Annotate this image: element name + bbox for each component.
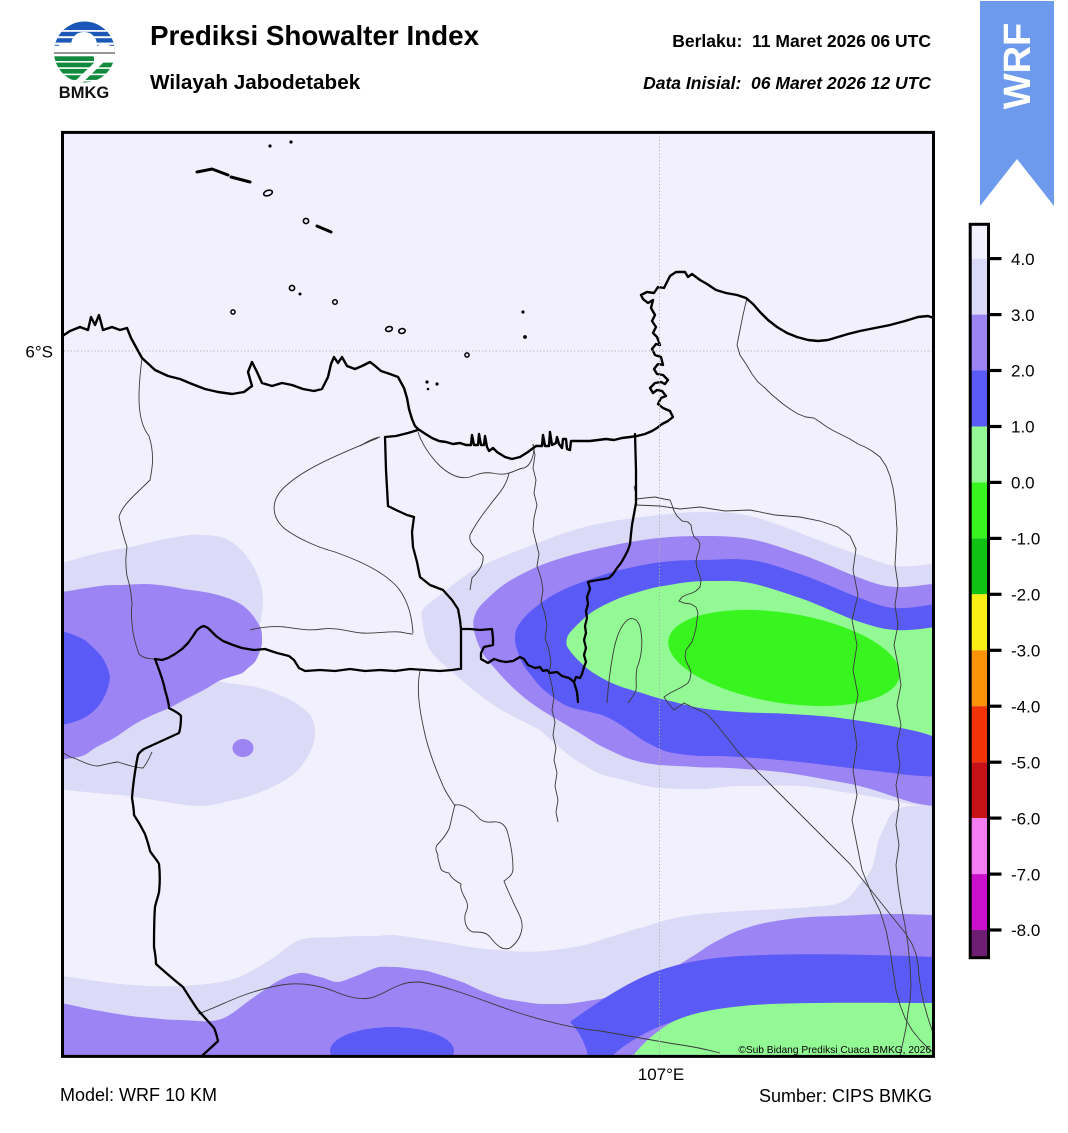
svg-text:Data Inisial: 06 Maret 2026 1: Data Inisial: 06 Maret 2026 12 UTC [643, 73, 931, 93]
svg-text:-5.0: -5.0 [1011, 753, 1040, 772]
svg-text:Wilayah Jabodetabek: Wilayah Jabodetabek [150, 71, 361, 94]
svg-text:-7.0: -7.0 [1011, 865, 1040, 884]
svg-text:6°S: 6°S [25, 343, 53, 362]
svg-text:1.0: 1.0 [1011, 418, 1035, 437]
svg-text:-3.0: -3.0 [1011, 642, 1040, 661]
svg-text:BMKG: BMKG [59, 84, 109, 102]
svg-text:0.0: 0.0 [1011, 474, 1035, 493]
svg-text:Berlaku: 11 Maret 2026 06 UTC: Berlaku: 11 Maret 2026 06 UTC [672, 31, 931, 51]
svg-text:Model: WRF 10 KM: Model: WRF 10 KM [60, 1085, 217, 1105]
svg-text:-2.0: -2.0 [1011, 586, 1040, 605]
svg-text:3.0: 3.0 [1011, 306, 1035, 325]
svg-text:-1.0: -1.0 [1011, 530, 1040, 549]
svg-text:Sumber: CIPS BMKG: Sumber: CIPS BMKG [759, 1086, 932, 1106]
svg-text:-4.0: -4.0 [1011, 697, 1040, 716]
svg-text:Prediksi Showalter Index: Prediksi Showalter Index [150, 20, 480, 51]
svg-text:4.0: 4.0 [1011, 250, 1035, 269]
svg-text:-8.0: -8.0 [1011, 921, 1040, 940]
svg-text:©Sub Bidang Prediksi Cuaca BMK: ©Sub Bidang Prediksi Cuaca BMKG, 2026 [738, 1045, 931, 1056]
svg-text:2.0: 2.0 [1011, 362, 1035, 381]
svg-text:-6.0: -6.0 [1011, 809, 1040, 828]
svg-text:WRF: WRF [997, 23, 1039, 110]
svg-text:107°E: 107°E [638, 1065, 685, 1084]
